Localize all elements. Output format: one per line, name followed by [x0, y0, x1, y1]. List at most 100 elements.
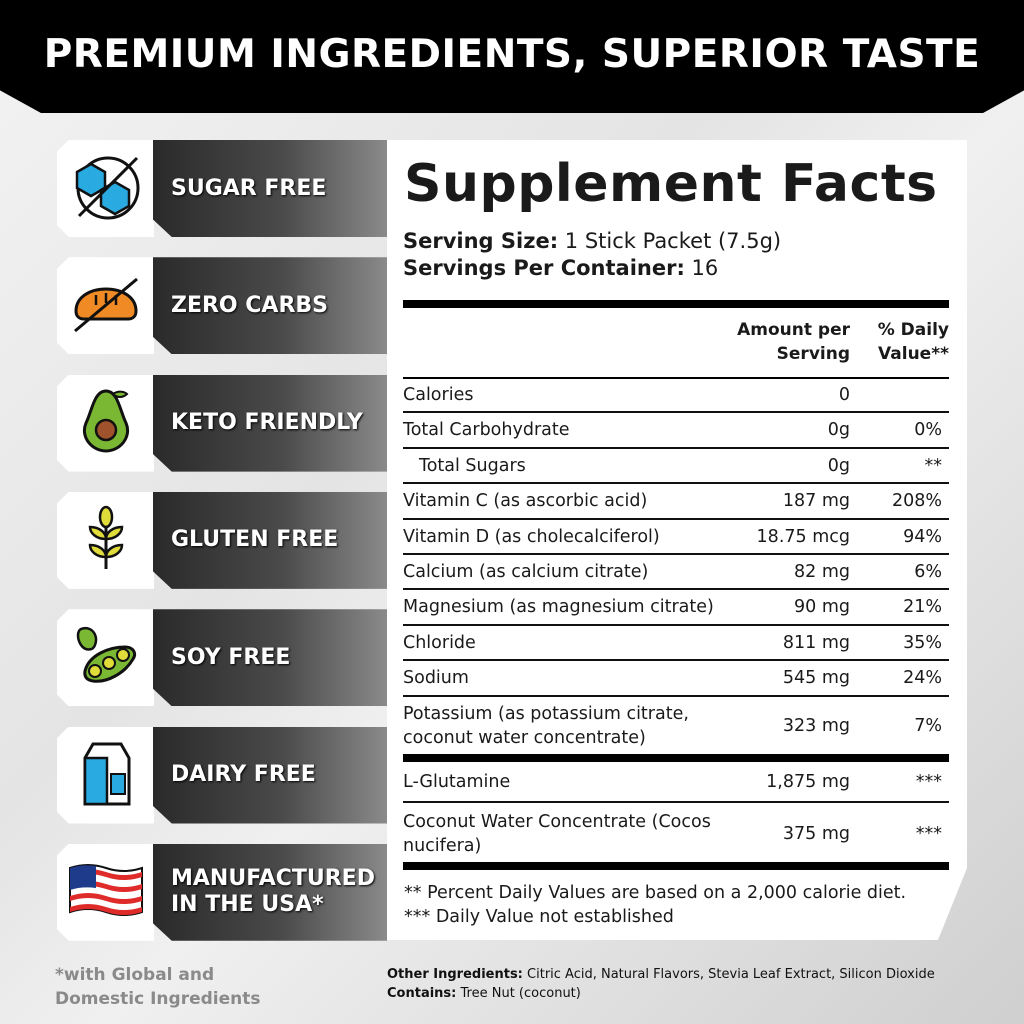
badge-label: GLUTEN FREE	[153, 491, 387, 589]
table-row: Total Carbohydrate 0g 0%	[403, 413, 949, 449]
badge-text: SUGAR FREE	[171, 175, 327, 201]
badge-manufactured-in-the-usa: MANUFACTURED IN THE USA*	[57, 843, 387, 941]
amount: 1,875 mg	[766, 771, 850, 792]
amount: 545 mg	[782, 668, 850, 688]
table-row: Sodium 545 mg 24%	[403, 661, 949, 697]
nutrient-name: L-Glutamine	[403, 771, 511, 792]
servings-per-container: Servings Per Container: 16	[403, 256, 718, 280]
amount: 18.75 mcg	[756, 526, 850, 547]
wheat-icon	[71, 503, 141, 577]
badge-sugar-free: SUGAR FREE	[57, 140, 387, 237]
nutrient-name: Chloride	[403, 632, 476, 653]
nutrient-name: Total Sugars	[419, 455, 526, 476]
divider-thick	[403, 754, 949, 762]
table-row: Calcium (as calcium citrate) 82 mg 6%	[403, 555, 949, 590]
nutrient-name: Calcium (as calcium citrate)	[403, 561, 649, 582]
badge-text: GLUTEN FREE	[171, 527, 339, 553]
nutrient-name: Vitamin D (as cholecalciferol)	[403, 526, 660, 547]
serving-size-label: Serving Size:	[403, 229, 559, 253]
badge-text: MANUFACTURED IN THE USA*	[171, 866, 375, 918]
daily-value: 35%	[903, 632, 942, 653]
badge-icon-box	[57, 609, 154, 707]
badge-label: DAIRY FREE	[153, 726, 387, 824]
servings-label: Servings Per Container:	[403, 256, 685, 280]
amount: 0	[838, 385, 850, 405]
table-row: Chloride 811 mg 35%	[403, 626, 949, 661]
badge-icon-box	[57, 843, 154, 941]
daily-value: 94%	[903, 526, 942, 547]
col-amount-header: Amount per Serving	[737, 320, 850, 364]
daily-value: ***	[915, 771, 942, 792]
table-row: Coconut Water Concentrate (Cocos nucifer…	[403, 805, 949, 862]
table-row: Total Sugars 0g **	[403, 449, 949, 484]
amount: 811 mg	[782, 632, 850, 653]
amount: 90 mg	[794, 597, 850, 617]
footnote-2: *** Daily Value not established	[404, 907, 674, 927]
nutrient-name: Potassium (as potassium citrate, coconut…	[403, 703, 689, 748]
supplement-facts-panel: Supplement Facts Serving Size: 1 Stick P…	[387, 140, 967, 940]
badge-label: SOY FREE	[153, 609, 387, 707]
servings-value: 16	[691, 256, 719, 280]
badge-text: DAIRY FREE	[171, 762, 316, 787]
badge-icon-box	[57, 374, 154, 472]
badge-text: KETO FRIENDLY	[171, 410, 363, 436]
badge-icon-box	[57, 140, 154, 237]
bread-crossed-icon	[71, 269, 141, 343]
daily-value: ***	[915, 823, 942, 844]
nutrient-name: Vitamin C (as ascorbic acid)	[403, 491, 648, 511]
table-row: Magnesium (as magnesium citrate) 90 mg 21%	[403, 590, 949, 626]
table-row: Vitamin D (as cholecalciferol) 18.75 mcg 9…	[403, 520, 949, 555]
daily-value: **	[924, 455, 943, 476]
badge-label: KETO FRIENDLY	[153, 374, 387, 472]
divider-thick	[403, 862, 949, 870]
badge-zero-carbs: ZERO CARBS	[57, 257, 387, 355]
daily-value: 208%	[891, 491, 942, 511]
badge-icon-box	[57, 726, 154, 824]
nutrient-name: Magnesium (as magnesium citrate)	[403, 597, 714, 617]
us-flag-icon	[68, 862, 144, 922]
amount: 0g	[827, 455, 850, 476]
nutrient-name: Calories	[403, 385, 474, 405]
table-row: Calories 0	[403, 379, 949, 413]
milk-carton-icon	[71, 738, 141, 812]
contains: Tree Nut (coconut)	[460, 986, 581, 1001]
amount: 187 mg	[782, 491, 850, 511]
daily-value: 0%	[914, 420, 942, 440]
badge-icon-box	[57, 491, 154, 589]
badge-icon-box	[57, 257, 154, 355]
serving-size: Serving Size: 1 Stick Packet (7.5g)	[403, 229, 781, 253]
divider	[403, 377, 949, 379]
badge-keto-friendly: KETO FRIENDLY	[57, 374, 387, 472]
other-ingredients-label: Other Ingredients:	[387, 967, 523, 982]
amount: 0g	[827, 420, 850, 440]
header-title: PREMIUM INGREDIENTS, SUPERIOR TASTE	[43, 32, 981, 77]
badge-soy-free: SOY FREE	[57, 609, 387, 707]
origin-note: *with Global and Domestic Ingredients	[55, 965, 261, 1009]
daily-value: 24%	[903, 668, 942, 688]
contains-label: Contains:	[387, 986, 457, 1001]
serving-size-value: 1 Stick Packet (7.5g)	[564, 229, 782, 253]
badge-label: SUGAR FREE	[153, 140, 387, 237]
badge-text: SOY FREE	[171, 644, 291, 670]
other-ingredients: Citric Acid, Natural Flavors, Stevia Lea…	[527, 967, 935, 982]
nutrient-name: Total Carbohydrate	[403, 420, 570, 440]
badge-text: ZERO CARBS	[171, 292, 329, 318]
sugar-cube-crossed-icon	[71, 152, 141, 226]
avocado-icon	[71, 386, 141, 460]
badge-label: MANUFACTURED IN THE USA*	[153, 843, 387, 941]
daily-value: 7%	[914, 715, 942, 736]
facts-title: Supplement Facts	[404, 154, 938, 214]
daily-value: 21%	[903, 597, 942, 617]
table-row: Vitamin C (as ascorbic acid) 187 mg 208%	[403, 484, 949, 520]
col-dv-header: % Daily Value**	[877, 320, 949, 364]
daily-value: 6%	[914, 561, 942, 582]
nutrient-name: Sodium	[403, 668, 469, 688]
soybean-icon	[71, 621, 141, 695]
header-banner: PREMIUM INGREDIENTS, SUPERIOR TASTE	[0, 0, 1024, 113]
ingredients: Other Ingredients: Citric Acid, Natural …	[387, 965, 935, 1003]
amount: 375 mg	[782, 823, 850, 844]
badge-label: ZERO CARBS	[153, 257, 387, 355]
nutrient-name: Coconut Water Concentrate (Cocos nucifer…	[403, 811, 711, 856]
divider-thick	[403, 300, 949, 308]
amount: 323 mg	[782, 715, 850, 736]
